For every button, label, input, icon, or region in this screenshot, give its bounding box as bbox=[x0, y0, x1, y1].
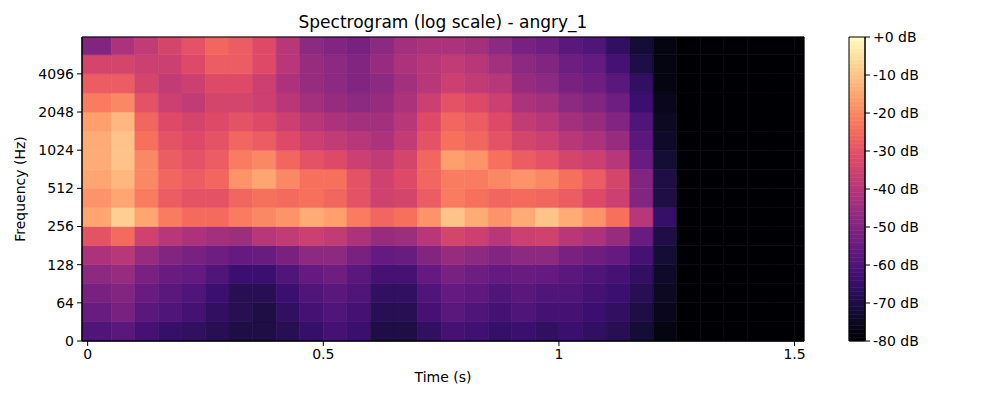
svg-text:-20 dB: -20 dB bbox=[873, 105, 919, 121]
svg-text:-50 dB: -50 dB bbox=[873, 219, 919, 235]
svg-text:2048: 2048 bbox=[38, 104, 74, 120]
svg-text:-10 dB: -10 dB bbox=[873, 67, 919, 83]
svg-text:512: 512 bbox=[47, 180, 74, 196]
svg-text:0.5: 0.5 bbox=[312, 346, 334, 362]
svg-text:+0 dB: +0 dB bbox=[873, 29, 917, 45]
svg-text:128: 128 bbox=[47, 257, 74, 273]
svg-text:1.5: 1.5 bbox=[783, 346, 805, 362]
svg-text:0: 0 bbox=[65, 333, 74, 349]
svg-text:1024: 1024 bbox=[38, 142, 74, 158]
html-text:Time (s): Time (s) bbox=[414, 369, 472, 385]
svg-text:64: 64 bbox=[56, 295, 74, 311]
svg-text:-70 dB: -70 dB bbox=[873, 295, 919, 311]
svg-text:4096: 4096 bbox=[38, 66, 74, 82]
svg-text:0: 0 bbox=[83, 346, 92, 362]
html-text:Spectrogram (log scale) - angr: Spectrogram (log scale) - angry_1 bbox=[298, 12, 588, 32]
svg-text:-60 dB: -60 dB bbox=[873, 257, 919, 273]
html-text:Frequency (Hz): Frequency (Hz) bbox=[12, 136, 28, 242]
svg-text:256: 256 bbox=[47, 218, 74, 234]
svg-text:1: 1 bbox=[554, 346, 563, 362]
svg-text:-30 dB: -30 dB bbox=[873, 143, 919, 159]
svg-text:-80 dB: -80 dB bbox=[873, 333, 919, 349]
svg-text:-40 dB: -40 dB bbox=[873, 181, 919, 197]
